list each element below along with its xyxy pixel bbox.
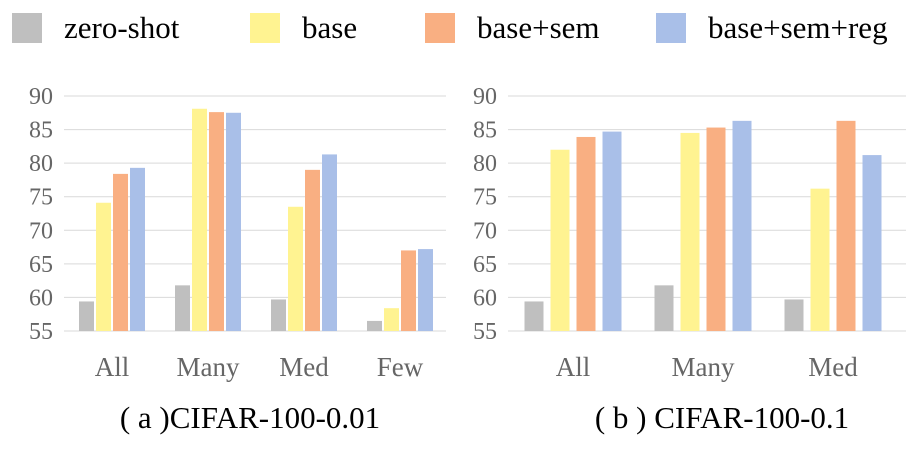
bar <box>384 308 399 331</box>
legend-swatch-zero-shot <box>12 13 42 43</box>
bar <box>130 167 145 331</box>
legend: zero-shot base base+sem base+sem+reg <box>0 0 916 56</box>
bar <box>732 120 752 331</box>
x-category-label: Many <box>177 352 240 382</box>
x-category-label: Med <box>279 352 329 382</box>
bar <box>175 285 190 331</box>
y-tick-label: 70 <box>29 218 53 244</box>
legend-item-base-sem: base+sem <box>425 8 600 48</box>
bar <box>418 249 433 331</box>
y-tick-label: 65 <box>29 252 53 278</box>
y-tick-label: 85 <box>473 118 497 144</box>
bar <box>524 301 544 331</box>
x-category-label: Many <box>672 352 735 382</box>
x-category-label: All <box>556 352 591 382</box>
y-tick-label: 70 <box>473 218 497 244</box>
y-tick-label: 60 <box>29 285 53 311</box>
y-tick-label: 85 <box>29 118 53 144</box>
y-tick-label: 65 <box>473 252 497 278</box>
chart-caption: ( b ) CIFAR-100-0.1 <box>595 400 849 435</box>
bar <box>192 108 207 331</box>
bar <box>226 112 241 332</box>
y-tick-label: 80 <box>29 151 53 177</box>
y-tick-label: 90 <box>473 84 497 110</box>
bar <box>706 127 726 331</box>
y-tick-label: 80 <box>473 151 497 177</box>
y-tick-label: 90 <box>29 84 53 110</box>
x-category-label: Med <box>808 352 858 382</box>
legend-swatch-base-sem <box>425 13 455 43</box>
y-tick-label: 60 <box>473 285 497 311</box>
bar <box>680 132 700 331</box>
y-tick-label: 75 <box>29 185 53 211</box>
bar <box>810 188 830 331</box>
bar <box>367 320 382 331</box>
bar <box>862 155 882 331</box>
bar <box>602 131 622 331</box>
legend-item-base: base <box>250 8 357 48</box>
bar <box>305 169 320 331</box>
bar <box>96 202 111 331</box>
bar <box>836 120 856 331</box>
bar <box>322 154 337 331</box>
y-tick-label: 55 <box>473 319 497 345</box>
bar <box>209 112 224 331</box>
bar <box>784 299 804 331</box>
legend-item-zero-shot: zero-shot <box>12 8 179 48</box>
legend-label-zero-shot: zero-shot <box>64 10 180 45</box>
legend-label-base-sem-reg: base+sem+reg <box>708 10 888 45</box>
bar <box>113 173 128 331</box>
bar <box>271 299 286 331</box>
bar <box>550 149 570 331</box>
legend-item-base-sem-reg: base+sem+reg <box>656 8 888 48</box>
legend-label-base: base <box>302 10 358 45</box>
y-tick-label: 75 <box>473 185 497 211</box>
bar <box>654 285 674 331</box>
legend-swatch-base <box>250 13 280 43</box>
x-category-label: Few <box>377 352 424 382</box>
legend-swatch-base-sem-reg <box>656 13 686 43</box>
bar <box>79 301 94 331</box>
bar <box>576 136 596 331</box>
chart-caption: ( a )CIFAR-100-0.01 <box>120 400 380 435</box>
bar <box>288 206 303 331</box>
y-tick-label: 55 <box>29 319 53 345</box>
legend-label-base-sem: base+sem <box>477 10 600 45</box>
x-category-label: All <box>95 352 130 382</box>
bar <box>401 250 416 331</box>
